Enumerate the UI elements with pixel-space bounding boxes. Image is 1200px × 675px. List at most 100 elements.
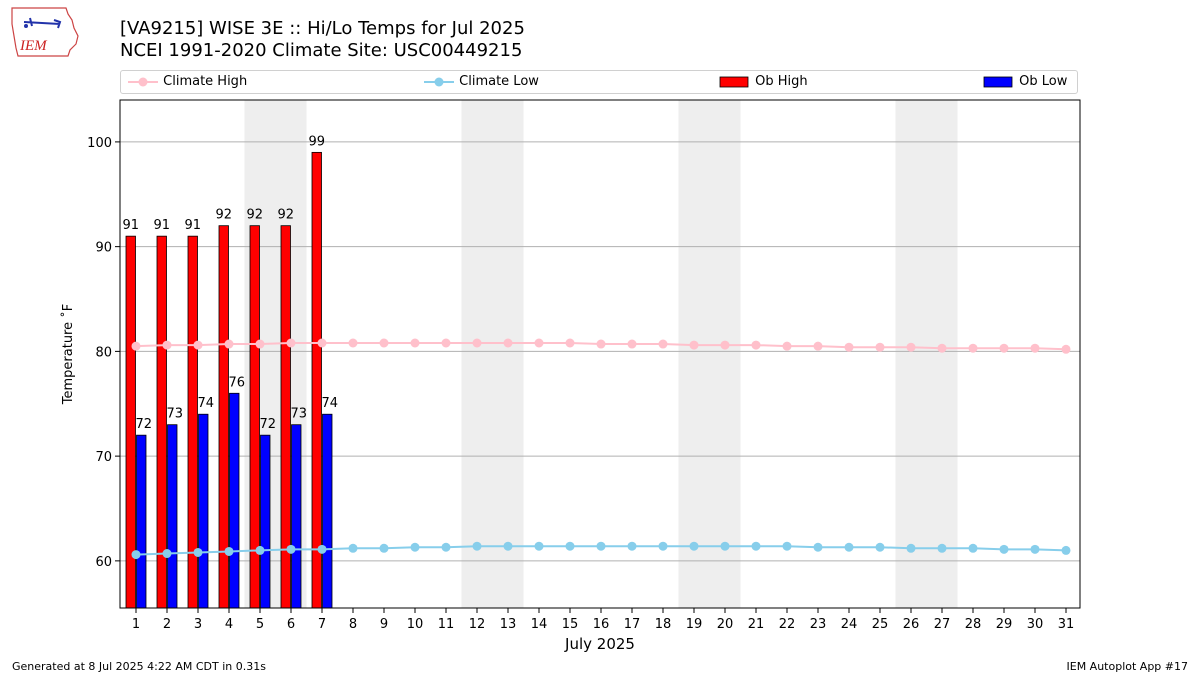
climate-high-point [596,339,606,349]
ob-high-label: 91 [153,218,170,233]
climate-low-point [348,543,358,553]
climate-high-point [658,339,668,349]
climate-low-point [534,541,544,551]
x-tick-label: 16 [593,617,610,632]
climate-low-point [720,541,730,551]
climate-high-point [937,343,947,353]
y-tick-label: 70 [95,450,112,465]
ob-high-label: 99 [308,134,325,149]
ob-high-label: 92 [246,208,263,223]
climate-high-point [224,339,234,349]
climate-high-point [317,338,327,348]
x-tick-label: 31 [1058,617,1075,632]
climate-high-point [875,342,885,352]
legend-item-ob-high: Ob High [719,74,808,89]
x-tick-label: 11 [438,617,455,632]
x-tick-label: 3 [194,617,202,632]
ob-high-label: 92 [277,208,294,223]
ob-low-label: 72 [135,417,152,432]
x-tick-label: 4 [225,617,233,632]
climate-high-point [565,338,575,348]
ob-low-label: 73 [166,407,183,422]
x-tick-label: 12 [469,617,486,632]
x-tick-label: 19 [686,617,703,632]
climate-low-point [286,544,296,554]
legend-item-climate-low: Climate Low [423,74,539,89]
climate-low-point [751,541,761,551]
climate-low-point [224,546,234,556]
legend-line-marker-icon [424,77,454,86]
climate-high-point [1030,343,1040,353]
ob-high-label: 91 [184,218,201,233]
x-tick-label: 30 [1027,617,1044,632]
weekend-band [461,100,493,608]
bar-value-labels: 91 91 91 92 92 92 99 72 73 74 76 72 73 74 [122,134,338,432]
gridlines [120,141,1080,562]
chart-title: [VA9215] WISE 3E :: Hi/Lo Temps for Jul … [120,18,525,39]
climate-high-point [968,343,978,353]
legend-bar-swatch-icon [983,76,1013,87]
climate-high-point [348,338,358,348]
x-tick-label: 28 [965,617,982,632]
weekend-band [709,100,741,608]
x-tick-label: 25 [872,617,889,632]
climate-low-point [968,543,978,553]
ob-low-label: 72 [259,417,276,432]
footer-app: IEM Autoplot App #17 [1066,660,1189,673]
climate-high-point [689,340,699,350]
legend-line-marker-icon [128,77,158,86]
ob-low-bar [260,434,271,609]
climate-high-point [906,342,916,352]
y-tick-label: 60 [95,555,112,570]
x-tick-label: 15 [562,617,579,632]
ob-low-label: 73 [290,407,307,422]
x-tick-label: 20 [717,617,734,632]
climate-high-point [627,339,637,349]
climate-high-point [410,338,420,348]
weekend-band [895,100,927,608]
climate-low-point [906,543,916,553]
y-tick-label: 100 [87,136,112,151]
x-tick-label: 26 [903,617,920,632]
x-tick-label: 2 [163,617,171,632]
chart-subtitle: NCEI 1991-2020 Climate Site: USC00449215 [120,40,523,61]
x-tick-label: 18 [655,617,672,632]
x-tick-label: 17 [624,617,641,632]
weekend-band [492,100,524,608]
climate-high-point [720,340,730,350]
climate-high-point [286,338,296,348]
ob-low-bar [229,392,240,609]
ob-low-bar [198,413,209,609]
climate-low-point [317,544,327,554]
weekend-band [926,100,958,608]
x-tick-label: 29 [996,617,1013,632]
climate-low-point [813,542,823,552]
x-tick-label: 10 [407,617,424,632]
climate-low-point [193,547,203,557]
climate-low-point [596,541,606,551]
climate-low-point [782,541,792,551]
climate-low-point [1061,545,1071,555]
x-axis-label: July 2025 [564,635,635,653]
climate-high-point [162,340,172,350]
climate-low-point [689,541,699,551]
climate-low-point [658,541,668,551]
climate-high-point [534,338,544,348]
x-tick-label: 27 [934,617,951,632]
climate-high-point [441,338,451,348]
climate-low-point [131,550,141,560]
legend-bar-swatch-icon [719,76,749,87]
climate-low-point [999,544,1009,554]
x-tick-label: 24 [841,617,858,632]
climate-low-point [441,542,451,552]
climate-low-point [875,542,885,552]
x-tick-label: 13 [500,617,517,632]
x-tick-label: 23 [810,617,827,632]
legend-label-climate-high: Climate High [163,74,248,89]
ob-low-bar [322,413,333,609]
x-tick-label: 9 [380,617,388,632]
climate-low-point [255,545,265,555]
ob-low-label: 74 [321,396,338,411]
